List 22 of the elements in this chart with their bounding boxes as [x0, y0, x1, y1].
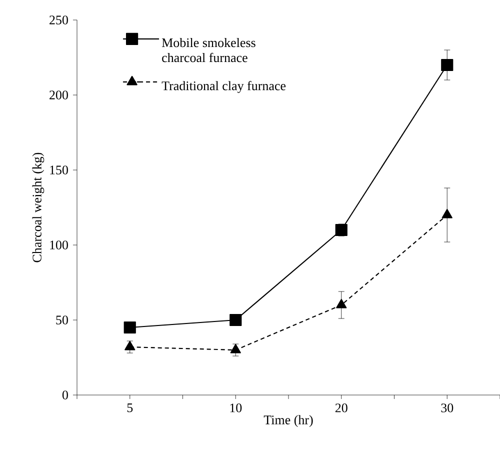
legend-label: Mobile smokeless charcoal furnace [162, 38, 256, 62]
x-tick-label: 10 [230, 404, 242, 412]
y-axis-title: Charcoal weight (kg) [32, 152, 44, 262]
point [230, 344, 241, 354]
point [335, 224, 348, 236]
point [336, 298, 347, 308]
point [442, 208, 452, 218]
x-tick-label: 5 [127, 404, 133, 412]
x-axis-title: Time (hr) [264, 415, 313, 427]
y-tick-label: 200 [50, 90, 68, 100]
legend-label: Traditional clay furnace [162, 80, 286, 93]
point [124, 340, 136, 350]
point [124, 321, 136, 334]
y-tick-label: 150 [50, 166, 68, 174]
x-tick-label: 30 [441, 404, 454, 412]
y-tick-label: 250 [50, 16, 68, 24]
point [230, 314, 242, 326]
point [441, 58, 454, 72]
y-tick-label: 50 [56, 316, 68, 324]
y-tick-label: 0 [62, 390, 68, 400]
x-tick-label: 20 [335, 404, 348, 412]
y-tick-label: 100 [50, 240, 68, 250]
